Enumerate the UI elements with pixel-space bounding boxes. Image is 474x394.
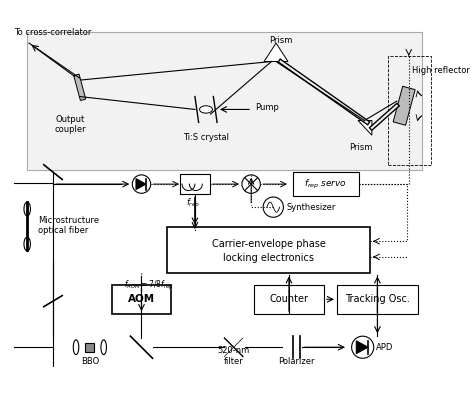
Bar [85, 343, 94, 352]
Polygon shape [358, 121, 372, 135]
Polygon shape [74, 74, 86, 100]
Circle shape [242, 175, 260, 193]
Text: Polarizer: Polarizer [278, 357, 315, 366]
Polygon shape [136, 178, 146, 190]
Ellipse shape [200, 106, 212, 113]
Bar [180, 174, 210, 194]
Text: locking electronics: locking electronics [223, 253, 314, 263]
Bar [167, 227, 370, 273]
Text: Output
coupler: Output coupler [55, 115, 86, 134]
Polygon shape [356, 341, 368, 354]
Bar [112, 284, 171, 314]
Text: 520-nm
filter: 520-nm filter [218, 346, 250, 366]
Text: To cross-correlator: To cross-correlator [14, 28, 91, 37]
Text: $f_{rep}$ servo: $f_{rep}$ servo [304, 178, 347, 191]
Circle shape [352, 336, 374, 358]
Bar [389, 56, 431, 165]
Text: High reflector: High reflector [411, 66, 469, 75]
Bar [27, 32, 422, 170]
Bar [292, 172, 359, 196]
Text: Counter: Counter [269, 294, 309, 304]
Ellipse shape [73, 340, 79, 355]
Text: Carrier-envelope phase: Carrier-envelope phase [212, 239, 326, 249]
Ellipse shape [101, 340, 107, 355]
Text: Prism: Prism [269, 36, 292, 45]
Text: Microstructure
optical fiber: Microstructure optical fiber [38, 216, 100, 235]
Polygon shape [393, 86, 415, 125]
Text: $f_{AOM}=7/8f_{rep}$: $f_{AOM}=7/8f_{rep}$ [124, 279, 174, 292]
Text: Tracking Osc.: Tracking Osc. [345, 294, 410, 304]
Polygon shape [264, 43, 288, 61]
Text: AOM: AOM [128, 294, 155, 304]
Bar [254, 284, 324, 314]
Text: Ti:S crystal: Ti:S crystal [183, 134, 229, 142]
Text: Pump: Pump [255, 103, 279, 112]
Bar [337, 284, 418, 314]
Text: BBO: BBO [81, 357, 99, 366]
Text: APD: APD [375, 343, 393, 352]
Circle shape [263, 197, 283, 217]
Ellipse shape [24, 202, 30, 216]
Circle shape [132, 175, 151, 193]
Text: Prism: Prism [349, 143, 373, 152]
Text: Synthesizer: Synthesizer [286, 203, 336, 212]
Ellipse shape [24, 237, 30, 251]
Text: $f_{rep}$: $f_{rep}$ [186, 197, 201, 210]
